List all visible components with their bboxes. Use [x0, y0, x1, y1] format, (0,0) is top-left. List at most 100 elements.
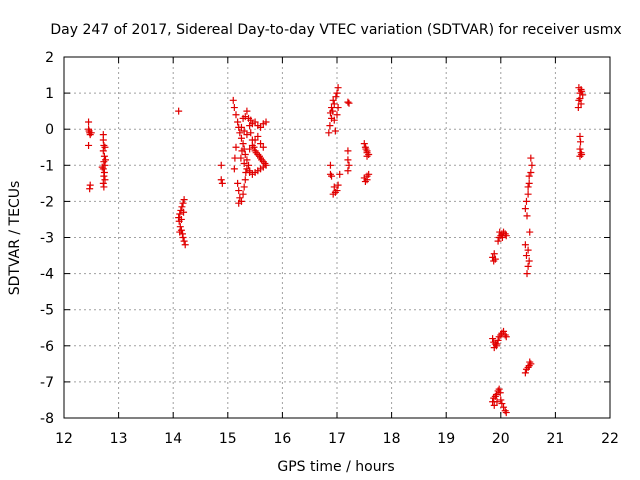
data-point: [578, 150, 586, 158]
data-point: [248, 141, 256, 149]
data-point: [502, 409, 510, 417]
data-point: [333, 187, 341, 195]
data-point: [177, 215, 185, 223]
data-point: [243, 107, 251, 115]
data-point: [330, 116, 338, 124]
data-point: [500, 403, 508, 411]
data-point: [328, 104, 336, 112]
data-point: [524, 262, 532, 270]
data-point: [497, 396, 505, 404]
data-point: [494, 336, 502, 344]
data-point: [344, 98, 352, 106]
data-point: [577, 100, 585, 108]
data-point: [523, 212, 531, 220]
data-point: [232, 143, 240, 151]
data-point: [247, 116, 255, 124]
data-point: [176, 228, 184, 236]
data-point: [229, 96, 237, 104]
data-point: [237, 197, 245, 205]
data-point: [330, 100, 338, 108]
data-point: [361, 178, 369, 186]
data-point: [500, 327, 508, 335]
data-point: [336, 170, 344, 178]
data-point: [240, 183, 248, 191]
data-point: [490, 257, 498, 265]
data-point: [99, 165, 107, 173]
data-point: [329, 190, 337, 198]
data-point: [523, 270, 531, 278]
data-point: [101, 176, 109, 184]
data-point: [498, 234, 506, 241]
data-point: [576, 95, 584, 103]
data-point: [239, 140, 247, 148]
data-point: [238, 147, 246, 155]
data-point: [241, 113, 249, 121]
data-point: [578, 87, 586, 95]
data-point: [247, 129, 255, 137]
data-point: [331, 127, 339, 135]
data-point: [230, 165, 238, 173]
data-point: [345, 99, 353, 107]
x-tick-label: 12: [55, 431, 73, 447]
x-tick-label: 20: [492, 431, 510, 447]
data-point: [363, 176, 371, 184]
data-point: [245, 161, 253, 169]
data-point: [86, 131, 94, 139]
x-tick-label: 21: [546, 431, 564, 447]
data-point: [325, 129, 333, 137]
y-tick-label: 2: [45, 50, 54, 66]
data-point: [332, 93, 340, 101]
data-point: [240, 159, 248, 167]
data-point: [234, 118, 242, 126]
x-tick-label: 15: [219, 431, 237, 447]
data-point: [498, 400, 506, 408]
x-tick-label: 14: [164, 431, 182, 447]
data-point: [100, 183, 108, 191]
data-point: [528, 161, 536, 169]
y-axis-label: SDTVAR / TECUs: [7, 181, 23, 296]
x-tick-label: 16: [273, 431, 291, 447]
data-point: [240, 127, 248, 135]
data-point: [490, 250, 498, 258]
y-tick-label: -2: [40, 194, 54, 210]
data-point: [217, 176, 225, 184]
data-point: [522, 252, 530, 260]
data-point: [261, 159, 269, 167]
x-tick-label: 18: [383, 431, 401, 447]
data-point: [259, 143, 267, 151]
data-point: [237, 154, 245, 162]
data-point: [262, 118, 270, 126]
data-point: [230, 104, 238, 112]
data-point: [334, 84, 342, 92]
data-point: [524, 190, 532, 198]
data-point: [85, 118, 93, 126]
data-point: [243, 131, 251, 139]
data-point: [490, 401, 498, 409]
data-point: [234, 179, 242, 187]
data-point: [360, 140, 368, 148]
data-point: [522, 197, 530, 205]
data-point: [246, 145, 254, 153]
data-point: [577, 138, 585, 146]
data-point: [101, 156, 109, 164]
data-point: [493, 398, 501, 406]
data-point: [179, 199, 187, 207]
data-point: [326, 170, 334, 178]
data-point: [257, 140, 265, 148]
y-tick-label: -6: [40, 339, 54, 355]
data-point: [333, 111, 341, 119]
data-point: [176, 210, 184, 218]
data-point: [521, 205, 529, 213]
data-point: [344, 167, 352, 175]
y-tick-label: -7: [40, 375, 54, 391]
data-point: [345, 161, 353, 169]
data-point: [101, 143, 109, 151]
data-point: [330, 183, 338, 191]
data-point: [326, 109, 334, 117]
data-point: [257, 123, 265, 131]
data-point: [363, 152, 371, 160]
axis-ticks: [63, 56, 611, 419]
data-point: [492, 391, 500, 399]
data-point: [237, 123, 245, 131]
